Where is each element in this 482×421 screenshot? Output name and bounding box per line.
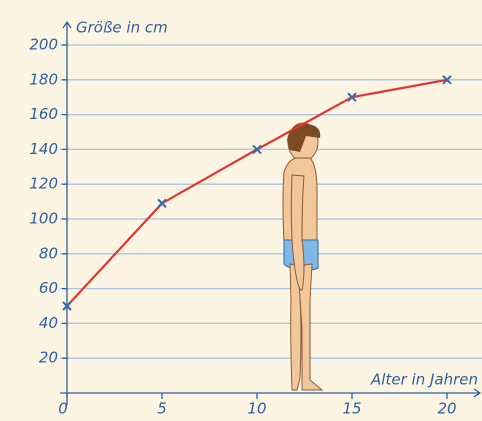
y-tick-label: 60 <box>39 279 58 297</box>
y-tick-label: 20 <box>39 349 58 367</box>
y-tick-label: 140 <box>29 140 58 158</box>
x-tick-label: 0 <box>58 400 68 418</box>
y-tick-label: 180 <box>29 70 58 88</box>
x-tick-label: 5 <box>157 400 167 418</box>
y-tick-label: 200 <box>29 36 58 54</box>
page: {"chart_data": {"type": "line", "y_label… <box>0 0 482 421</box>
y-tick-label: 40 <box>39 314 58 332</box>
x-tick-label: 20 <box>437 400 456 418</box>
x-axis-label: Alter in Jahren <box>370 371 478 389</box>
x-tick-label: 10 <box>247 400 266 418</box>
x-tick-label: 15 <box>342 400 361 418</box>
y-tick-label: 120 <box>29 175 58 193</box>
y-tick-label: 160 <box>29 105 58 123</box>
y-tick-label: 100 <box>29 210 58 228</box>
chart: Größe in cm Alter in Jahren 204060801001… <box>0 0 482 421</box>
y-axis-label: Größe in cm <box>76 19 168 37</box>
y-tick-label: 80 <box>39 244 58 262</box>
